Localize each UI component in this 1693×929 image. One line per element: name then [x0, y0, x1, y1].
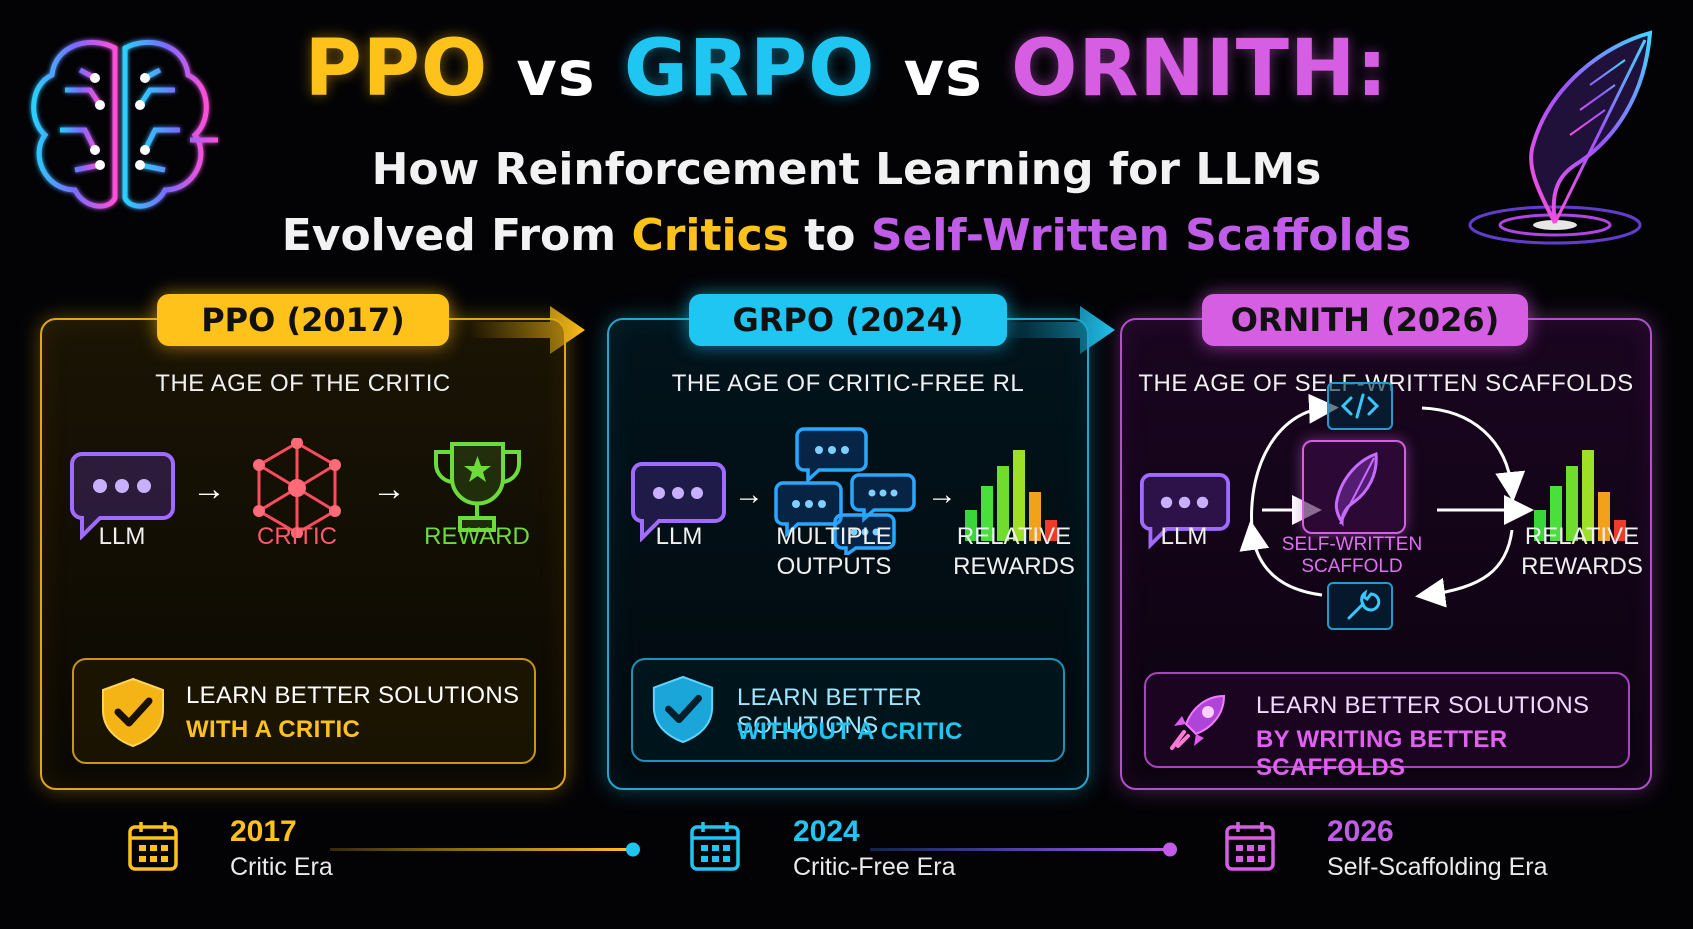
scaffold-box: [1302, 440, 1406, 534]
timeline-year: 2026: [1327, 815, 1394, 848]
code-icon: [1340, 393, 1380, 419]
panel-ppo: PPO (2017) THE AGE OF THE CRITIC → → LLM…: [40, 294, 566, 790]
main-title: PPO vs GRPO vs ORNITH:: [0, 30, 1693, 108]
title-ppo: PPO: [304, 24, 489, 114]
timeline-line: [330, 842, 1177, 857]
label-llm: LLM: [98, 523, 146, 550]
timeline-year: 2024: [793, 815, 860, 848]
trophy-icon: [434, 442, 521, 532]
timeline-era: Critic Era: [230, 853, 333, 881]
arrow-right-icon: →: [192, 470, 226, 508]
label-scaffold: SCAFFOLD: [1301, 556, 1403, 577]
label-rewards: REWARDS: [953, 553, 1075, 580]
label-critic: CRITIC: [257, 523, 337, 550]
timeline-era: Self-Scaffolding Era: [1327, 853, 1548, 881]
wrench-icon: [1347, 589, 1381, 620]
summary-box: LEARN BETTER SOLUTIONS WITH A CRITIC: [72, 658, 536, 764]
code-icon-box: [1327, 382, 1393, 430]
timeline-era: Critic-Free Era: [793, 853, 956, 881]
panel-badge: GRPO (2024): [689, 294, 1007, 346]
label-llm: LLM: [1160, 523, 1208, 550]
summary-line-2: WITH A CRITIC: [186, 716, 361, 743]
panel-grpo: GRPO (2024) THE AGE OF CRITIC-FREE RL → …: [607, 294, 1089, 790]
summary-line-1: LEARN BETTER SOLUTIONS: [737, 684, 922, 739]
feather-quill-icon: [1334, 451, 1378, 527]
panel-badge: ORNITH (2026): [1202, 294, 1528, 346]
label-relative: RELATIVE: [1524, 523, 1640, 550]
calendar-icon: [690, 822, 740, 871]
subtitle-line-1: How Reinforcement Learning for LLMs: [371, 144, 1322, 195]
title-vs: vs: [516, 37, 596, 110]
title-vs: vs: [903, 37, 983, 110]
panel-ornith: ORNITH (2026) THE AGE OF SELF-WRITTEN SC…: [1120, 294, 1652, 790]
loop-arrows: [1239, 393, 1534, 608]
title-grpo: GRPO: [623, 24, 876, 114]
label-rewards: REWARDS: [1521, 553, 1643, 580]
brain-icon: [31, 39, 218, 209]
panel-badge: PPO (2017): [157, 294, 449, 346]
calendar-icon: [1225, 822, 1275, 871]
title-ornith: ORNITH:: [1011, 24, 1389, 114]
network-critic-icon: [253, 438, 341, 538]
label-self-written: SELF-WRITTEN: [1281, 534, 1423, 555]
arrow-right-icon: →: [372, 470, 406, 508]
feather-quill-icon: [1468, 30, 1653, 245]
panel-heading: THE AGE OF CRITIC-FREE RL: [671, 370, 1025, 397]
summary-line-1: LEARN BETTER SOLUTIONS: [186, 682, 520, 709]
label-reward: REWARD: [424, 523, 530, 550]
label-outputs: OUTPUTS: [776, 553, 892, 580]
label-relative: RELATIVE: [956, 523, 1072, 550]
rocket-icon: [1170, 694, 1226, 750]
chat-bubble-icon: [631, 462, 726, 542]
bar-chart-icon: [965, 450, 1057, 541]
calendar-icon: [128, 822, 178, 871]
chat-bubble-icon: [774, 427, 916, 555]
summary-line-2: BY WRITING BETTER SCAFFOLDS: [1256, 726, 1508, 781]
summary-line-2: WITHOUT A CRITIC: [737, 718, 963, 745]
subtitle-line-2: Evolved From Critics to Self-Written Sca…: [281, 210, 1412, 261]
arrow-right-icon: →: [927, 478, 957, 511]
summary-box: LEARN BETTER SOLUTIONS BY WRITING BETTER…: [1144, 672, 1630, 781]
chat-bubble-icon: [70, 452, 175, 540]
shield-check-icon: [102, 677, 164, 748]
panel-heading: THE AGE OF THE CRITIC: [155, 370, 451, 397]
bar-chart-icon: [1534, 450, 1626, 541]
arrow-right-icon: →: [734, 478, 764, 511]
chat-bubble-icon: [1140, 473, 1230, 550]
label-llm: LLM: [655, 523, 703, 550]
wrench-icon-box: [1327, 582, 1393, 630]
timeline-year: 2017: [230, 815, 297, 848]
summary-box: LEARN BETTER SOLUTIONS WITHOUT A CRITIC: [631, 658, 1065, 762]
label-multiple: MULTIPLE: [776, 523, 892, 550]
summary-line-1: LEARN BETTER SOLUTIONS: [1256, 692, 1590, 719]
shield-check-icon: [652, 675, 714, 744]
